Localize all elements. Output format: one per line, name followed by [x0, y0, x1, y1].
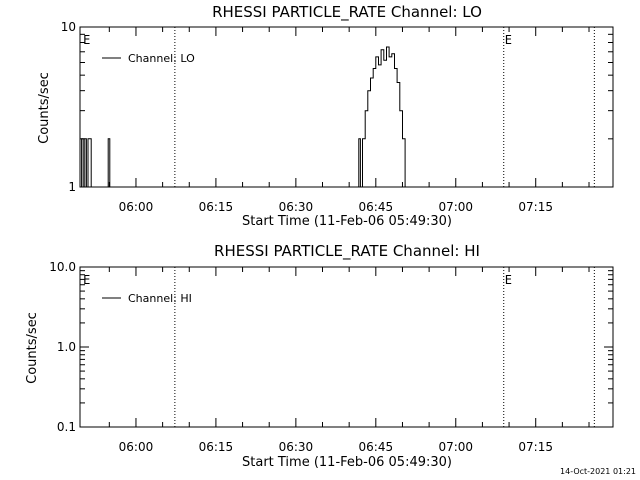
y-tick-label: 1	[68, 180, 76, 194]
panel-lo-legend: Channel: LO	[102, 52, 195, 65]
x-tick-label: 06:45	[359, 200, 394, 214]
panel-hi-y-axis-label: Counts/sec	[25, 312, 40, 384]
x-tick-label: 07:15	[518, 440, 553, 454]
y-tick-label: 0.1	[57, 420, 76, 434]
x-tick-label: 07:15	[518, 200, 553, 214]
x-tick-label: 06:15	[199, 200, 234, 214]
panel-hi-plot-frame	[79, 266, 614, 428]
x-tick-label: 07:00	[438, 200, 473, 214]
event-marker-label: E	[83, 33, 90, 47]
x-tick-label: 06:45	[359, 440, 394, 454]
x-tick-label: 06:30	[279, 440, 314, 454]
panel-lo-title: RHESSI PARTICLE_RATE Channel: LO	[212, 3, 482, 22]
x-tick-label: 06:00	[119, 200, 154, 214]
y-tick-label: 10.0	[49, 260, 76, 274]
event-marker-label: E	[83, 273, 90, 287]
generation-timestamp: 14-Oct-2021 01:21	[560, 467, 636, 476]
x-tick-label: 06:30	[279, 200, 314, 214]
panel-lo-legend-label: Channel: LO	[128, 52, 195, 65]
y-tick-label: 1.0	[57, 340, 76, 354]
event-marker-label: E	[505, 273, 512, 287]
panel-hi-legend-label: Channel: HI	[128, 292, 192, 305]
panel-lo: RHESSI PARTICLE_RATE Channel: LO E E 06:0…	[37, 3, 614, 229]
x-tick-label: 06:15	[199, 440, 234, 454]
y-tick-label: 10	[61, 20, 76, 34]
panel-lo-plot-frame	[79, 26, 614, 188]
x-tick-label: 07:00	[438, 440, 473, 454]
panel-hi: RHESSI PARTICLE_RATE Channel: HI E E 06:0…	[25, 242, 614, 470]
x-tick-label: 06:00	[119, 440, 154, 454]
panel-lo-x-axis-label: Start Time (11-Feb-06 05:49:30)	[242, 214, 452, 229]
panel-lo-series-line	[80, 46, 406, 188]
panel-hi-x-axis-label: Start Time (11-Feb-06 05:49:30)	[242, 455, 452, 470]
panel-hi-legend: Channel: HI	[102, 292, 192, 305]
panel-hi-title: RHESSI PARTICLE_RATE Channel: HI	[214, 242, 480, 261]
event-marker-label: E	[505, 33, 512, 47]
panel-lo-y-axis-label: Counts/sec	[37, 72, 52, 144]
